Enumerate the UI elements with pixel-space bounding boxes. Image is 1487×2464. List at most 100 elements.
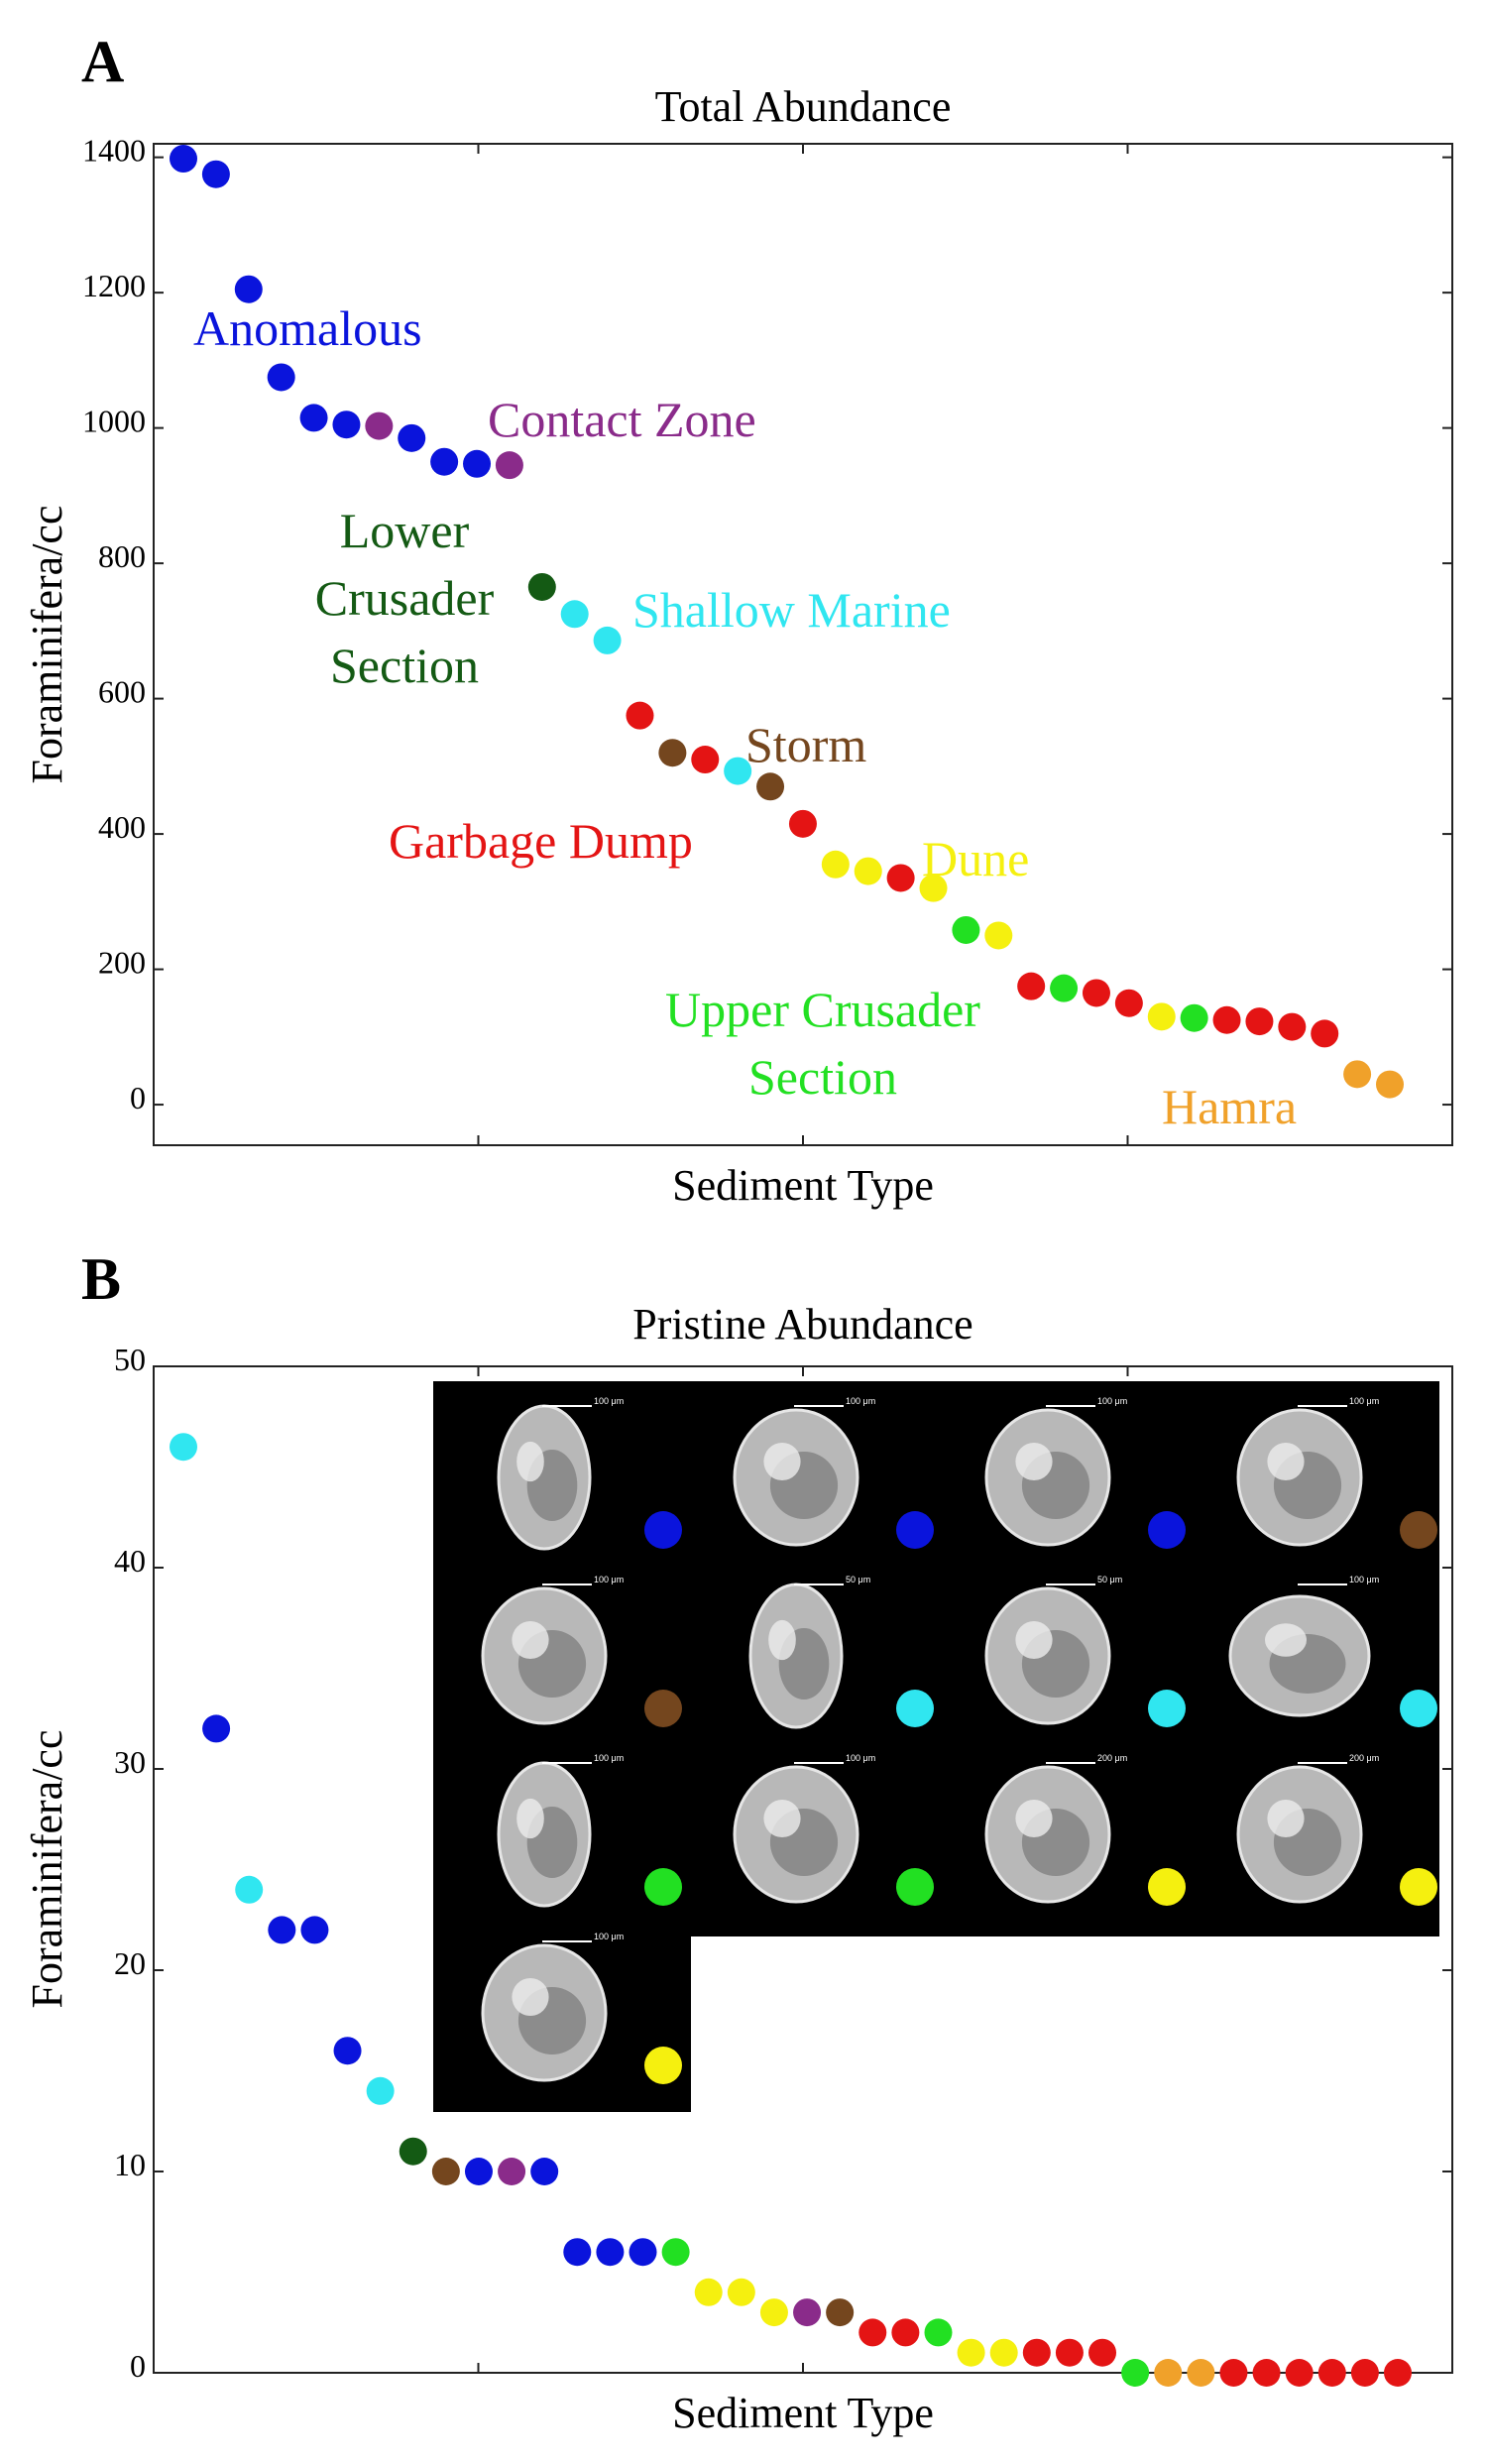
panel-b-letter: B xyxy=(81,1246,121,1312)
panel-b-point-anomalous xyxy=(300,1916,329,1944)
panel-a-point-garbage-dump xyxy=(626,701,654,730)
panel-b-point-shallow-marine xyxy=(366,2076,395,2105)
panel-b-point-dune xyxy=(694,2278,723,2306)
panel-b-point-garbage-dump xyxy=(1219,2359,1248,2387)
scale-bar-label: 100 μm xyxy=(846,1396,875,1406)
panel-a-point-anomalous xyxy=(267,363,295,392)
scale-bar-label: 100 μm xyxy=(594,1932,624,1941)
panel-a-point-dune xyxy=(1147,1002,1176,1031)
panel-b-ytick-label: 20 xyxy=(114,1945,146,1981)
sem-tile: 200 μm xyxy=(984,1753,1186,1906)
scale-bar-label: 100 μm xyxy=(594,1753,624,1763)
panel-b-point-upper-crusader xyxy=(661,2238,690,2267)
panel-a-ytick-label: 800 xyxy=(98,538,146,574)
panel-b-point-anomalous xyxy=(268,1916,296,1944)
panel-a-y-label: Foraminifera/cc xyxy=(23,506,71,784)
panel-a-point-lower-crusader xyxy=(527,572,556,601)
scale-bar-label: 50 μm xyxy=(1097,1575,1122,1584)
panel-b-point-hamra xyxy=(1187,2359,1215,2387)
panel-b-ytick-label: 10 xyxy=(114,2147,146,2182)
scale-bar-label: 100 μm xyxy=(1349,1396,1379,1406)
panel-b-ytick-label: 40 xyxy=(114,1543,146,1579)
panel-b-point-garbage-dump xyxy=(1317,2359,1346,2387)
label-anomalous: Anomalous xyxy=(193,300,422,356)
panel-a-point-garbage-dump xyxy=(1082,979,1110,1007)
scale-bar-label: 100 μm xyxy=(594,1575,624,1584)
panel-b-points xyxy=(170,1433,1412,2387)
label-garbage-dump: Garbage Dump xyxy=(389,813,693,869)
panel-a-point-storm xyxy=(756,772,785,801)
panel-a-point-contact-zone xyxy=(495,451,523,480)
scale-bar-label: 100 μm xyxy=(594,1396,624,1406)
panel-b-point-dune xyxy=(759,2298,788,2327)
specimen-highlight xyxy=(1267,1442,1305,1481)
sem-tile: 50 μm xyxy=(984,1575,1186,1727)
panel-b-title: Pristine Abundance xyxy=(632,1300,972,1349)
label-upper-crusader-1: Upper Crusader xyxy=(665,982,980,1037)
sem-group-dot xyxy=(896,1868,934,1906)
specimen-highlight xyxy=(1015,1442,1053,1481)
panel-b-point-storm xyxy=(826,2298,855,2327)
sem-group-dot xyxy=(644,2047,682,2084)
sem-group-dot xyxy=(1400,1690,1437,1727)
panel-a-point-shallow-marine xyxy=(724,757,752,785)
panel-a-point-garbage-dump xyxy=(691,746,720,774)
scale-bar-label: 200 μm xyxy=(1349,1753,1379,1763)
panel-b-point-upper-crusader xyxy=(924,2318,953,2347)
sem-tile: 100 μm xyxy=(733,1396,934,1549)
sem-tile: 100 μm xyxy=(984,1396,1186,1549)
specimen-highlight xyxy=(512,1620,549,1660)
panel-a-point-dune xyxy=(821,850,850,879)
panel-a-ytick-label: 1400 xyxy=(82,133,146,169)
panel-a-point-hamra xyxy=(1343,1060,1372,1089)
panel-b: B Pristine Abundance 0 10 20 30 40 50 Sedimen… xyxy=(23,1246,1453,2437)
panel-a-point-anomalous xyxy=(170,145,197,174)
specimen-highlight xyxy=(512,1977,549,2017)
sem-group-dot xyxy=(1400,1511,1437,1549)
sem-tile: 100 μm xyxy=(1236,1396,1437,1549)
panel-b-ytick-label: 30 xyxy=(114,1744,146,1780)
panel-a-point-garbage-dump xyxy=(886,864,915,892)
sem-group-dot xyxy=(896,1690,934,1727)
scale-bar-label: 100 μm xyxy=(1349,1575,1379,1584)
panel-b-ytick-label: 50 xyxy=(114,1342,146,1377)
scale-bar-label: 50 μm xyxy=(846,1575,870,1584)
panel-b-point-anomalous xyxy=(530,2158,559,2185)
specimen-highlight xyxy=(768,1619,796,1661)
panel-a-ytick-label: 600 xyxy=(98,674,146,710)
panel-a-point-shallow-marine xyxy=(560,600,589,629)
panel-a-point-garbage-dump xyxy=(1212,1005,1241,1034)
panel-a-point-anomalous xyxy=(398,423,426,452)
panel-a-y-axis: 0 200 400 600 800 1000 1200 1400 xyxy=(82,133,1452,1115)
specimen-highlight xyxy=(1265,1623,1307,1657)
panel-b-point-anomalous xyxy=(202,1714,231,1743)
sem-tile: 50 μm xyxy=(748,1575,934,1729)
panel-a-point-anomalous xyxy=(430,447,459,476)
sem-group-dot xyxy=(1148,1868,1186,1906)
panel-b-ytick-label: 0 xyxy=(130,2348,146,2384)
panel-b-point-contact-zone xyxy=(793,2298,822,2327)
panel-b-point-anomalous xyxy=(629,2238,657,2267)
sem-group-dot xyxy=(644,1868,682,1906)
panel-b-point-anomalous xyxy=(596,2238,625,2267)
panel-b-point-garbage-dump xyxy=(1285,2359,1314,2387)
panel-a-ytick-label: 400 xyxy=(98,809,146,845)
panel-a: A Total Abundance 0 200 400 600 800 1000 1200 1… xyxy=(23,29,1453,1210)
panel-b-point-garbage-dump xyxy=(891,2318,920,2347)
panel-a-point-shallow-marine xyxy=(593,626,622,654)
panel-a-letter: A xyxy=(81,29,124,94)
sem-tile: 100 μm xyxy=(497,1753,682,1908)
panel-a-x-label: Sediment Type xyxy=(672,1161,934,1210)
specimen-highlight xyxy=(1015,1620,1053,1660)
label-hamra: Hamra xyxy=(1162,1079,1297,1134)
sem-inset-background xyxy=(433,1381,1439,2112)
label-shallow-marine: Shallow Marine xyxy=(632,582,951,638)
panel-a-point-dune xyxy=(984,921,1013,950)
panel-a-x-axis xyxy=(477,144,1129,1145)
panel-b-point-garbage-dump xyxy=(1384,2359,1412,2387)
specimen-highlight xyxy=(1015,1799,1053,1838)
sem-tile: 100 μm xyxy=(481,1932,682,2084)
scale-bar-label: 200 μm xyxy=(1097,1753,1127,1763)
panel-b-point-garbage-dump xyxy=(1252,2359,1281,2387)
